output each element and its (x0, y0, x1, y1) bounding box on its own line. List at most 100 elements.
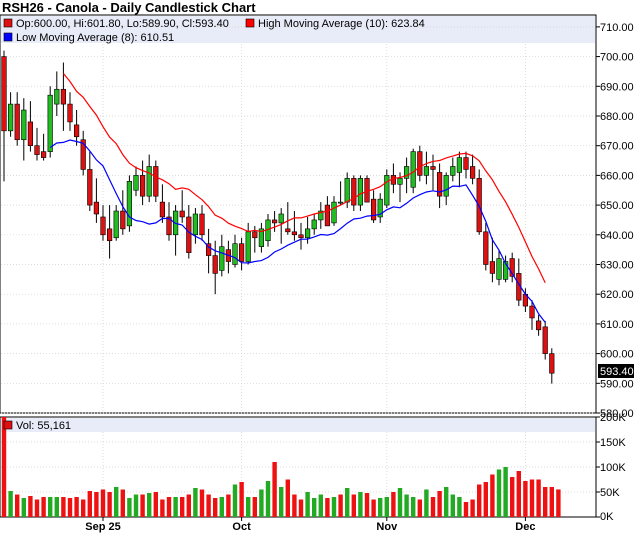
candle-body (133, 175, 139, 191)
price-legend-background (1, 16, 595, 43)
volume-bar (312, 498, 317, 517)
volume-bar (160, 499, 165, 517)
candle (364, 175, 370, 203)
candle (502, 255, 509, 283)
volume-bar (318, 494, 323, 517)
volume-bar (1, 417, 7, 517)
candle (27, 101, 34, 152)
volume-bar (226, 494, 231, 517)
candle-body (252, 231, 258, 239)
candle-body (410, 151, 416, 188)
candle (113, 205, 119, 241)
volume-bar (74, 497, 79, 517)
volume-tick-label: 100K (600, 462, 626, 474)
candle (258, 222, 265, 253)
candle-body (54, 88, 60, 105)
candle-body (93, 201, 99, 215)
price-tick-label: 710.00 (600, 22, 634, 34)
candle (298, 222, 304, 250)
volume-bar (404, 494, 409, 517)
candle-body (34, 145, 40, 155)
last-price-label: 593.40 (600, 366, 634, 378)
candle-body (304, 228, 311, 239)
candle (206, 228, 212, 274)
price-grid (1, 26, 595, 414)
candle-body (239, 243, 245, 262)
volume-grid (1, 432, 595, 517)
candle-body (450, 166, 456, 176)
candle (489, 237, 496, 283)
candle (34, 127, 40, 161)
candle-body (443, 175, 449, 197)
price-tick-label: 700.00 (600, 52, 634, 64)
candle (166, 202, 172, 241)
candle-body (100, 216, 106, 236)
volume-bar (371, 499, 376, 517)
volume-bar (378, 498, 383, 517)
candle-body (179, 210, 185, 218)
candle-body (430, 166, 436, 170)
candle-body (509, 258, 515, 277)
candle (159, 184, 166, 223)
volume-bar (510, 477, 515, 517)
price-tick-label: 650.00 (600, 200, 634, 212)
candle (179, 190, 185, 223)
candle-body (206, 243, 212, 256)
candle-body (318, 210, 324, 221)
volume-bars (1, 417, 561, 517)
volume-bar (556, 489, 561, 517)
candle-body (476, 178, 482, 233)
volume-bar (470, 499, 475, 517)
volume-bar (219, 497, 224, 517)
chart-title: RSH26 - Canola - Daily Candlestick Chart (2, 0, 256, 15)
candle (8, 92, 14, 137)
volume-bar (54, 497, 59, 517)
volume-bar (28, 496, 33, 517)
volume-bar (411, 497, 416, 517)
candle-body (496, 258, 502, 280)
candle (192, 208, 199, 244)
candle (80, 130, 86, 176)
volume-bar (180, 497, 185, 517)
price-tick-label: 600.00 (600, 349, 634, 361)
candle (54, 71, 60, 116)
volume-bar (516, 471, 521, 517)
volume-tick-label: 200K (600, 412, 626, 424)
volume-bar (279, 487, 284, 517)
candle-body (403, 166, 410, 179)
candle-body (291, 231, 298, 236)
candle-body (186, 216, 192, 253)
volume-bar (437, 491, 442, 517)
volume-bar (8, 491, 13, 517)
candle-body (146, 166, 152, 197)
candle (146, 154, 152, 203)
volume-bar (21, 498, 26, 517)
candle (153, 160, 159, 203)
candle-body (502, 261, 509, 280)
volume-bar (206, 494, 211, 517)
volume-bar (61, 497, 66, 517)
price-tick-label: 590.00 (600, 378, 634, 390)
volume-bar (503, 467, 508, 517)
candle-body (311, 219, 317, 230)
candle (324, 196, 331, 227)
volume-bar (100, 489, 106, 517)
candle-body (153, 166, 159, 197)
candle (67, 92, 73, 131)
candle (469, 154, 476, 185)
candle-body (364, 178, 370, 203)
volume-bar (417, 499, 422, 517)
candle (430, 154, 436, 191)
candle-body (384, 175, 390, 206)
volume-bar (430, 497, 436, 517)
volume-bar (173, 497, 178, 517)
volume-bar (133, 494, 139, 517)
volume-bar (384, 497, 389, 517)
volume-tick-label: 150K (600, 437, 626, 449)
candle-body (298, 234, 304, 239)
volume-bar (265, 481, 271, 517)
candle (549, 348, 555, 384)
candle (239, 237, 245, 271)
candle-body (377, 198, 383, 218)
